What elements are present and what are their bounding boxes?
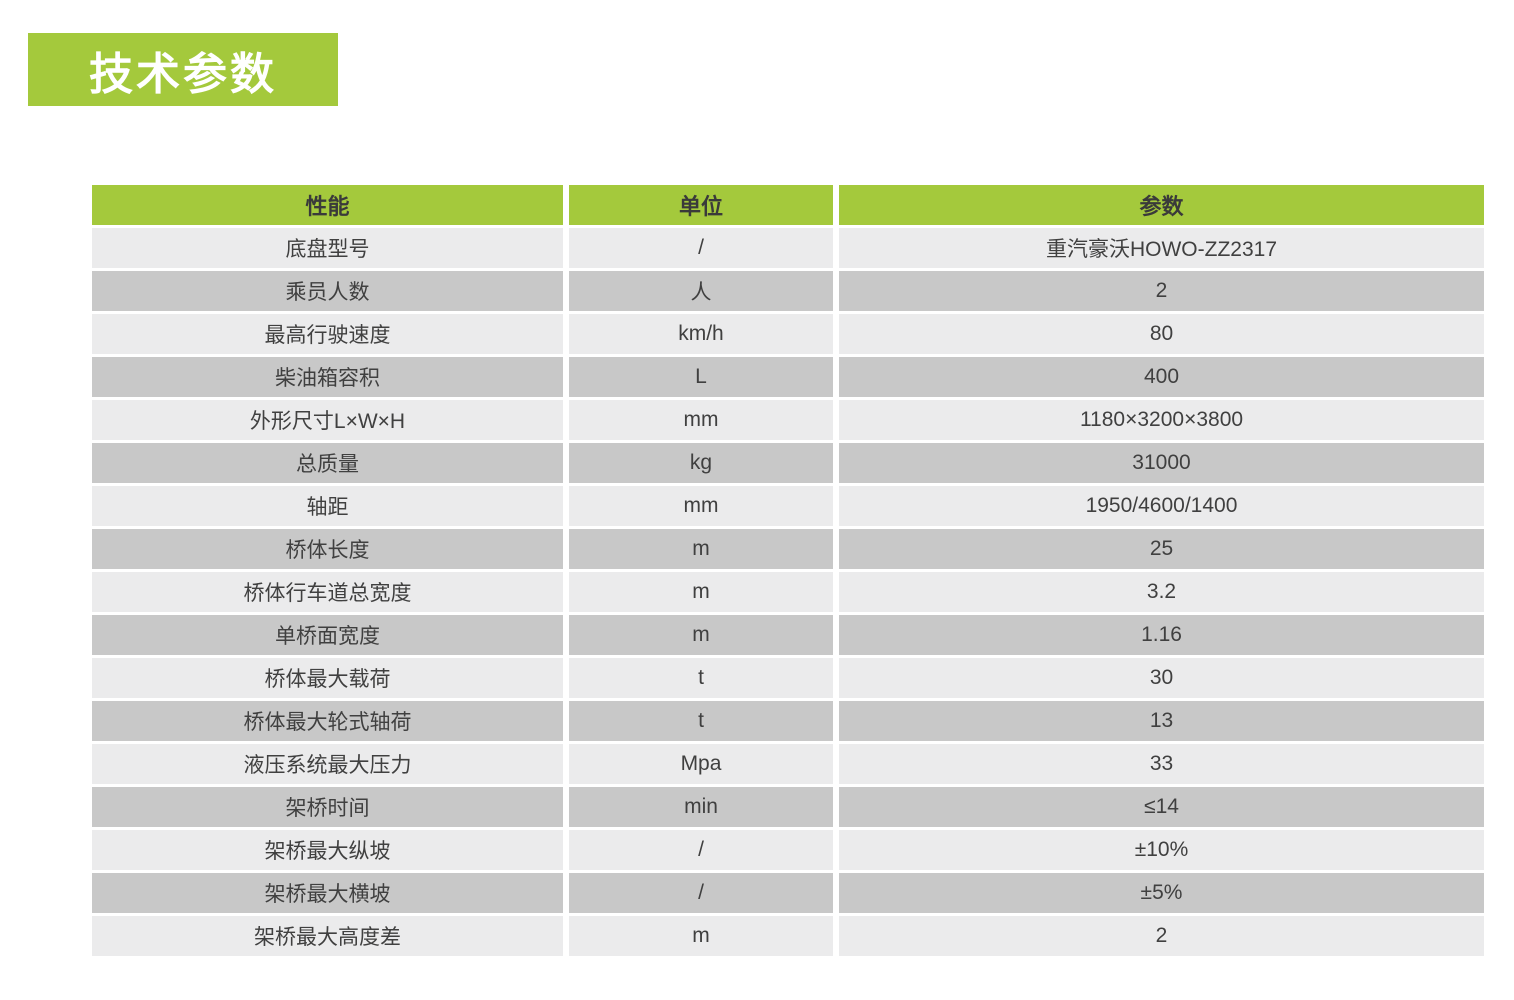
cell-unit: Mpa — [569, 744, 833, 784]
table-row: 桥体最大载荷 t 30 — [92, 658, 1484, 698]
cell-unit: min — [569, 787, 833, 827]
cell-name: 桥体最大载荷 — [92, 658, 563, 698]
table-row: 架桥最大高度差 m 2 — [92, 916, 1484, 956]
cell-value: 1180×3200×3800 — [839, 400, 1484, 440]
page-title: 技术参数 — [89, 49, 277, 99]
spec-table: 性能 单位 参数 底盘型号 / 重汽豪沃HOWO-ZZ2317 乘员人数人 2 最高行驶速… — [86, 182, 1490, 959]
table-row: 架桥最大纵坡 / ±10% — [92, 830, 1484, 870]
cell-name: 轴距 — [92, 486, 563, 526]
cell-name: 最高行驶速度 — [92, 314, 563, 354]
cell-unit: m — [569, 916, 833, 956]
cell-unit: km/h — [569, 314, 833, 354]
cell-name: 外形尺寸L×W×H — [92, 400, 563, 440]
table-row: 总质量 kg 31000 — [92, 443, 1484, 483]
table-row: 外形尺寸L×W×H mm 1180×3200×3800 — [92, 400, 1484, 440]
cell-value: 1.16 — [839, 615, 1484, 655]
cell-unit: kg — [569, 443, 833, 483]
cell-unit: t — [569, 701, 833, 741]
cell-name: 桥体长度 — [92, 529, 563, 569]
cell-value: 1950/4600/1400 — [839, 486, 1484, 526]
cell-value: ±5% — [839, 873, 1484, 913]
table-row: 最高行驶速度 km/h 80 — [92, 314, 1484, 354]
cell-unit: / — [569, 228, 833, 268]
cell-name: 架桥最大高度差 — [92, 916, 563, 956]
cell-value: 13 — [839, 701, 1484, 741]
table-row: 底盘型号 / 重汽豪沃HOWO-ZZ2317 — [92, 228, 1484, 268]
cell-value: 33 — [839, 744, 1484, 784]
cell-name: 桥体最大轮式轴荷 — [92, 701, 563, 741]
cell-unit: mm — [569, 486, 833, 526]
table-row: 单桥面宽度 m 1.16 — [92, 615, 1484, 655]
table-row: 桥体行车道总宽度 m 3.2 — [92, 572, 1484, 612]
cell-value: 400 — [839, 357, 1484, 397]
section-title-banner: 技术参数 — [28, 33, 338, 106]
header-row: 性能 单位 参数 — [92, 185, 1484, 225]
cell-name: 架桥时间 — [92, 787, 563, 827]
cell-value: ±10% — [839, 830, 1484, 870]
table-row: 柴油箱容积 L 400 — [92, 357, 1484, 397]
cell-name: 柴油箱容积 — [92, 357, 563, 397]
cell-value: 80 — [839, 314, 1484, 354]
cell-name: 乘员人数 — [92, 271, 563, 311]
cell-unit: m — [569, 529, 833, 569]
cell-name: 架桥最大纵坡 — [92, 830, 563, 870]
header-parameter: 参数 — [839, 185, 1484, 225]
cell-unit: L — [569, 357, 833, 397]
header-performance: 性能 — [92, 185, 563, 225]
cell-unit: / — [569, 873, 833, 913]
cell-value: 重汽豪沃HOWO-ZZ2317 — [839, 228, 1484, 268]
cell-unit: t — [569, 658, 833, 698]
spec-table-body: 底盘型号 / 重汽豪沃HOWO-ZZ2317 乘员人数人 2 最高行驶速度 km/h 80 柴油… — [92, 228, 1484, 956]
cell-value: 30 — [839, 658, 1484, 698]
cell-value: 2 — [839, 271, 1484, 311]
cell-name: 单桥面宽度 — [92, 615, 563, 655]
table-row: 桥体最大轮式轴荷 t 13 — [92, 701, 1484, 741]
cell-unit: 人 — [569, 271, 833, 311]
cell-value: 2 — [839, 916, 1484, 956]
header-unit: 单位 — [569, 185, 833, 225]
table-row: 轴距 mm 1950/4600/1400 — [92, 486, 1484, 526]
cell-value: 3.2 — [839, 572, 1484, 612]
table-row: 液压系统最大压力 Mpa 33 — [92, 744, 1484, 784]
cell-unit: m — [569, 572, 833, 612]
cell-name: 总质量 — [92, 443, 563, 483]
cell-value: 31000 — [839, 443, 1484, 483]
table-row: 架桥时间 min ≤14 — [92, 787, 1484, 827]
cell-unit: / — [569, 830, 833, 870]
spec-table-header: 性能 单位 参数 — [92, 185, 1484, 225]
cell-unit: m — [569, 615, 833, 655]
cell-name: 液压系统最大压力 — [92, 744, 563, 784]
table-row: 乘员人数人 2 — [92, 271, 1484, 311]
cell-name: 底盘型号 — [92, 228, 563, 268]
cell-value: ≤14 — [839, 787, 1484, 827]
cell-name: 桥体行车道总宽度 — [92, 572, 563, 612]
cell-value: 25 — [839, 529, 1484, 569]
cell-unit: mm — [569, 400, 833, 440]
table-row: 架桥最大横坡 / ±5% — [92, 873, 1484, 913]
table-row: 桥体长度 m 25 — [92, 529, 1484, 569]
cell-name: 架桥最大横坡 — [92, 873, 563, 913]
